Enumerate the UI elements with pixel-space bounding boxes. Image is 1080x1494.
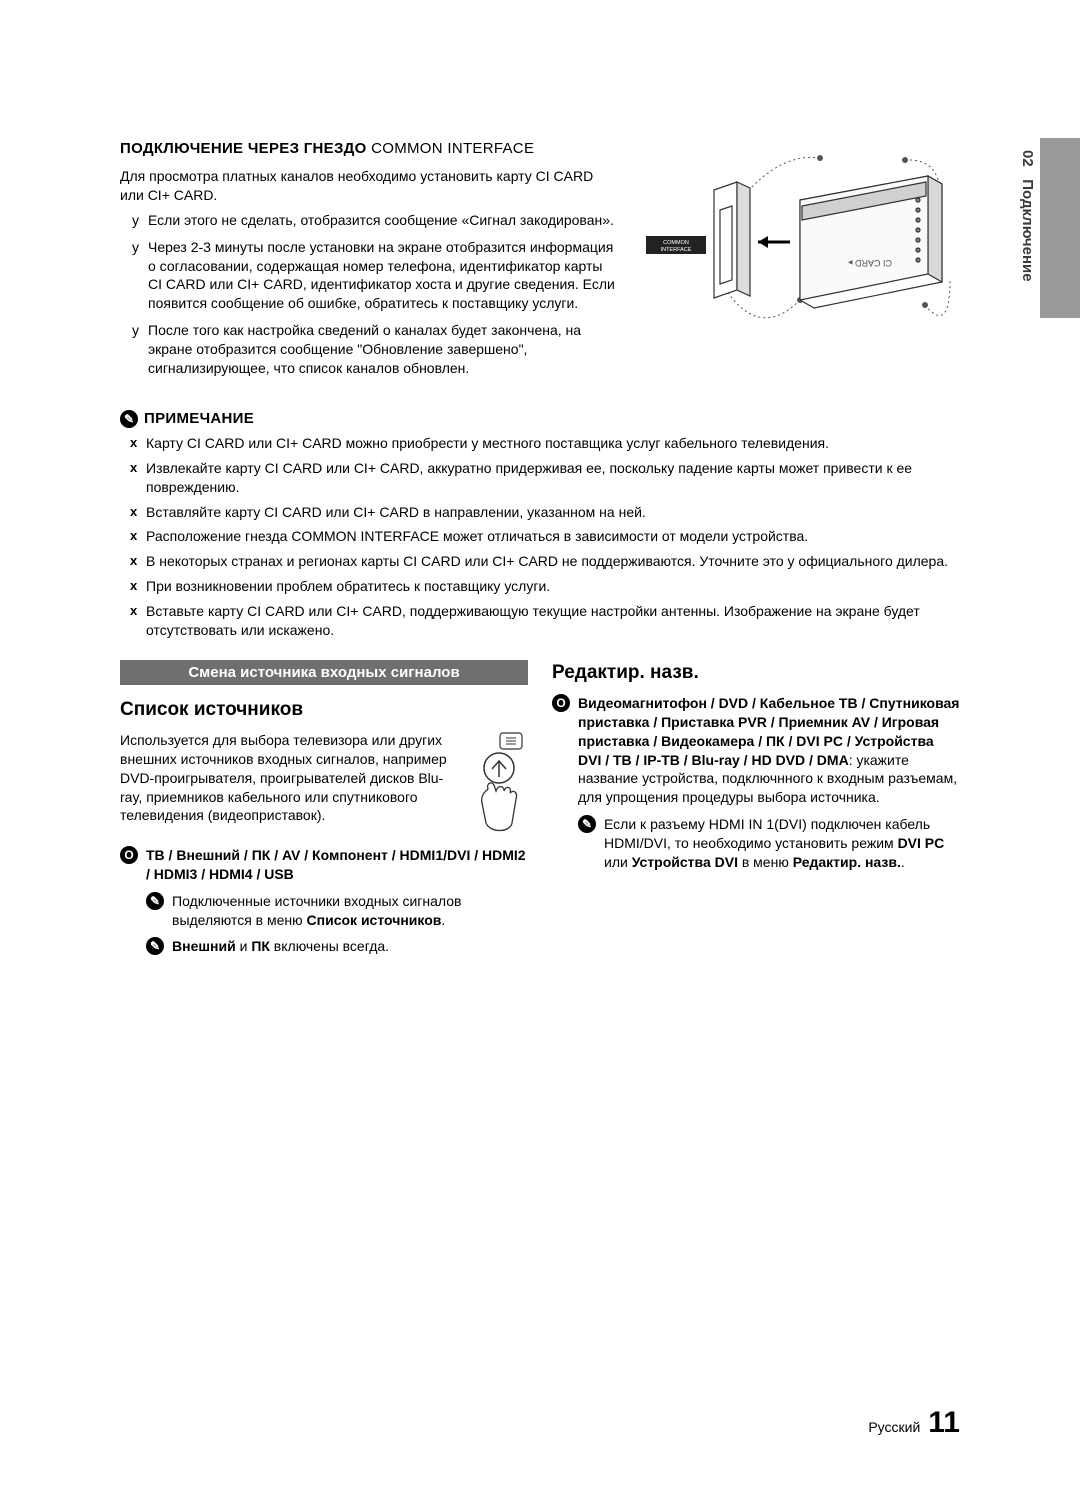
section-side-tab [1040, 138, 1080, 318]
t: . [901, 854, 905, 870]
note-heading: ПРИМЕЧАНИЕ [144, 410, 254, 427]
source-list-text: Используется для выбора телевизора или д… [120, 731, 462, 831]
edit-o-text: Видеомагнитофон / DVD / Кабельное ТВ / С… [578, 694, 960, 807]
source-list-para: Используется для выбора телевизора или д… [120, 731, 462, 825]
edit-o-item: O Видеомагнитофон / DVD / Кабельное ТВ /… [552, 694, 960, 807]
manual-page: 02 Подключение ПОДКЛЮЧЕНИЕ ЧЕРЕЗ ГНЕЗДО … [0, 0, 1080, 1494]
common-interface-section: ПОДКЛЮЧЕНИЕ ЧЕРЕЗ ГНЕЗДО COMMON INTERFAC… [120, 140, 960, 390]
diagram-interface-label: INTERFACE [661, 247, 692, 253]
t: Внешний [172, 938, 236, 954]
section-number: 02 [1019, 150, 1036, 167]
ci-intro: Для просмотра платных каналов необходимо… [120, 167, 620, 205]
note-item: Расположение гнезда COMMON INTERFACE мож… [120, 527, 960, 546]
o-icon: O [120, 846, 138, 864]
source-list-heading: Список источников [120, 699, 528, 721]
t: Если к разъему HDMI IN 1(DVI) подключен … [604, 816, 930, 851]
note-item: В некоторых странах и регионах карты CI … [120, 552, 960, 571]
source-o-item: O ТВ / Внешний / ПК / AV / Компонент / H… [120, 846, 528, 884]
edit-sub-text: Если к разъему HDMI IN 1(DVI) подключен … [604, 815, 960, 872]
t: Список источников [307, 912, 442, 928]
ci-bullet: Если этого не сделать, отобразится сообщ… [120, 211, 620, 230]
note-item: Вставьте карту CI CARD или CI+ CARD, под… [120, 602, 960, 640]
t: или [604, 854, 632, 870]
note-list: Карту CI CARD или CI+ CARD можно приобре… [120, 434, 960, 640]
source-sub2: ✎ Внешний и ПК включены всегда. [120, 937, 528, 956]
source-sub2-text: Внешний и ПК включены всегда. [172, 937, 528, 956]
right-column: Редактир. назв. O Видеомагнитофон / DVD … [552, 660, 960, 964]
note-item: Извлекайте карту CI CARD или CI+ CARD, а… [120, 459, 960, 497]
ci-heading-light: COMMON INTERFACE [371, 140, 534, 157]
section-name: Подключение [1019, 179, 1036, 281]
section-side-label: 02 Подключение [1019, 150, 1036, 282]
page-footer: Русский 11 [868, 1406, 960, 1440]
diagram-card-label: CI CARD ▸ [848, 258, 893, 268]
source-list-block: Используется для выбора телевизора или д… [120, 731, 528, 846]
diagram-common-label: COMMON [663, 240, 689, 246]
two-column-section: Смена источника входных сигналов Список … [120, 660, 960, 964]
remote-hand-icon [472, 731, 528, 846]
ci-bullet: После того как настройка сведений о кана… [120, 321, 620, 378]
t: ПК [251, 938, 270, 954]
source-o-text: ТВ / Внешний / ПК / AV / Компонент / HDM… [146, 846, 528, 884]
ci-bullet-list: Если этого не сделать, отобразится сообщ… [120, 211, 620, 378]
t: в меню [738, 854, 793, 870]
note-item: При возникновении проблем обратитесь к п… [120, 577, 960, 596]
t: включены всегда. [270, 938, 389, 954]
note-item: Карту CI CARD или CI+ CARD можно приобре… [120, 434, 960, 453]
t: DVI PC [898, 835, 945, 851]
note-sub-icon: ✎ [146, 892, 164, 910]
ci-heading-bold: ПОДКЛЮЧЕНИЕ ЧЕРЕЗ ГНЕЗДО [120, 140, 371, 157]
note-sub-icon: ✎ [578, 815, 596, 833]
ci-heading: ПОДКЛЮЧЕНИЕ ЧЕРЕЗ ГНЕЗДО COMMON INTERFAC… [120, 140, 620, 157]
note-sub-icon: ✎ [146, 937, 164, 955]
edit-sub: ✎ Если к разъему HDMI IN 1(DVI) подключе… [552, 815, 960, 872]
o-icon: O [552, 694, 570, 712]
note-heading-row: ✎ ПРИМЕЧАНИЕ [120, 410, 960, 428]
footer-page-number: 11 [928, 1406, 960, 1440]
ci-bullet: Через 2-3 минуты после установки на экра… [120, 238, 620, 314]
t: и [236, 938, 252, 954]
source-sub1-text: Подключенные источники входных сигналов … [172, 892, 528, 930]
t: Редактир. назв. [793, 854, 901, 870]
note-icon: ✎ [120, 410, 138, 428]
ci-diagram-svg: COMMON INTERFACE [640, 140, 960, 360]
source-sub1: ✎ Подключенные источники входных сигнало… [120, 892, 528, 930]
source-change-bar: Смена источника входных сигналов [120, 660, 528, 685]
edit-name-heading: Редактир. назв. [552, 662, 960, 684]
t: Устройства DVI [632, 854, 738, 870]
note-item: Вставляйте карту CI CARD или CI+ CARD в … [120, 503, 960, 522]
footer-lang: Русский [868, 1419, 920, 1435]
common-interface-text: ПОДКЛЮЧЕНИЕ ЧЕРЕЗ ГНЕЗДО COMMON INTERFAC… [120, 140, 620, 390]
ci-card-diagram: COMMON INTERFACE [640, 140, 960, 360]
left-column: Смена источника входных сигналов Список … [120, 660, 528, 964]
